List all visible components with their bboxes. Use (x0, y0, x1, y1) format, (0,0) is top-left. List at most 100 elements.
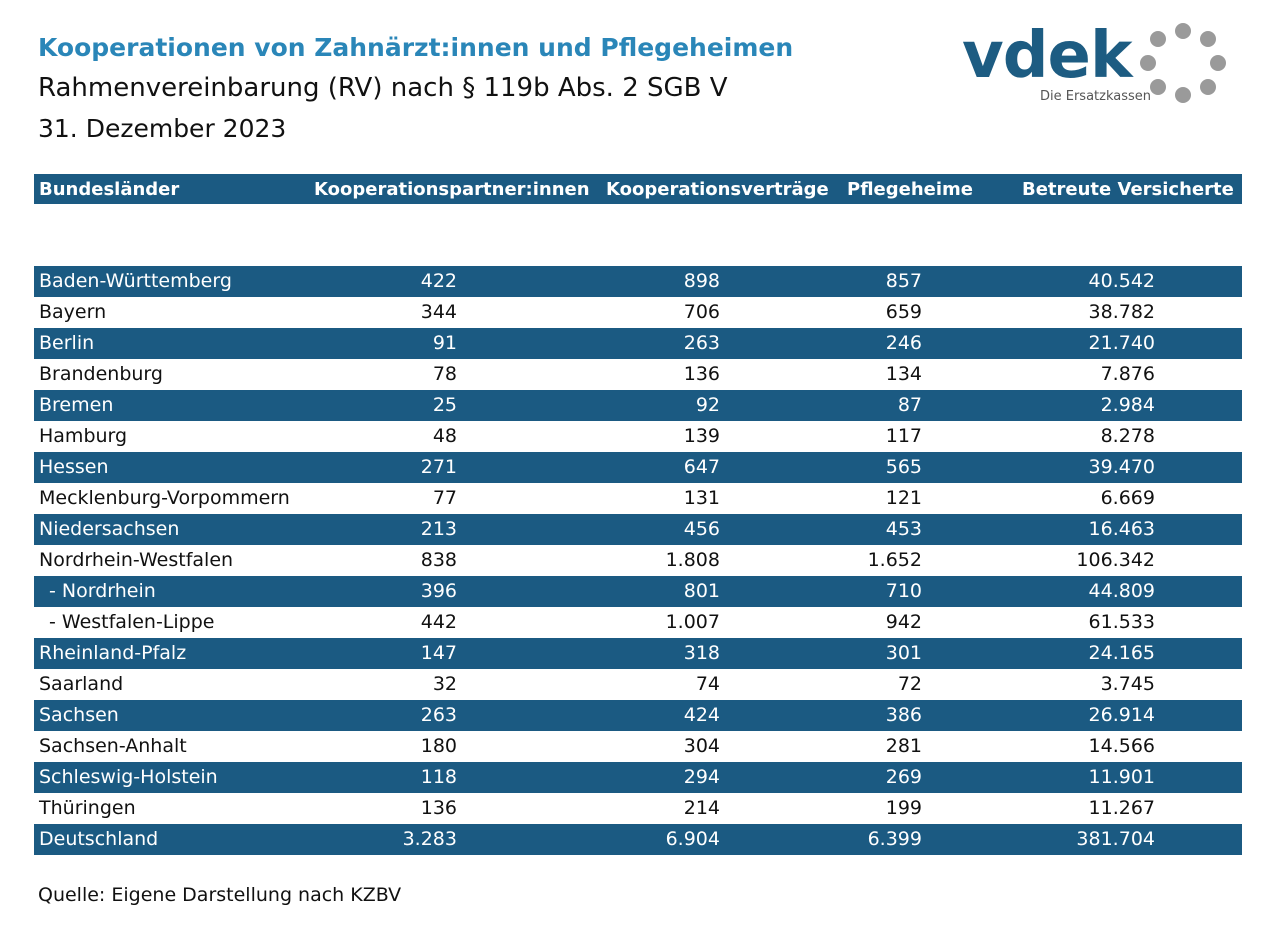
column-header-pflegeheime: Pflegeheime (847, 179, 973, 200)
cell-partner: 118 (420, 766, 457, 788)
cell-bundesland: Rheinland-Pfalz (39, 642, 187, 664)
table-row: Saarland 32 74 72 3.745 (34, 669, 1242, 700)
cell-partner: 263 (420, 704, 457, 726)
cell-partner: 213 (420, 518, 457, 540)
cell-versicherte: 38.782 (1088, 301, 1155, 323)
cell-bundesland: Thüringen (39, 797, 136, 819)
table-row: Hessen 271 647 565 39.470 (34, 452, 1242, 483)
cell-bundesland: Nordrhein-Westfalen (39, 549, 234, 571)
cell-bundesland: Berlin (39, 332, 95, 354)
table-row: Sachsen 263 424 386 26.914 (34, 700, 1242, 731)
logo-wordmark: vdek (962, 19, 1132, 93)
table-row: Bremen 25 92 87 2.984 (34, 390, 1242, 421)
cell-versicherte: 11.267 (1088, 797, 1155, 819)
cell-vertraege: 647 (683, 456, 720, 478)
cell-partner: 147 (420, 642, 457, 664)
cell-pflegeheime: 453 (885, 518, 922, 540)
page-title: Kooperationen von Zahnärzt:innen und Pfl… (38, 33, 794, 62)
cell-vertraege: 318 (683, 642, 720, 664)
cell-bundesland: - Nordrhein (49, 580, 156, 602)
column-header-vertraege: Kooperationsverträge (606, 179, 829, 200)
cell-versicherte: 26.914 (1088, 704, 1155, 726)
table-row: Schleswig-Holstein 118 294 269 11.901 (34, 762, 1242, 793)
cell-bundesland: Bayern (39, 301, 107, 323)
cell-versicherte: 106.342 (1076, 549, 1155, 571)
table-row: Mecklenburg-Vorpommern 77 131 121 6.669 (34, 483, 1242, 514)
cell-versicherte: 44.809 (1088, 580, 1155, 602)
cell-bundesland: Hamburg (39, 425, 128, 447)
report-date: 31. Dezember 2023 (38, 114, 287, 143)
cell-bundesland: Deutschland (39, 828, 159, 850)
column-header-partner: Kooperationspartner:innen (314, 179, 590, 200)
cell-partner: 396 (420, 580, 457, 602)
cell-bundesland: Saarland (39, 673, 124, 695)
logo-tagline: Die Ersatzkassen (1040, 89, 1152, 104)
cell-vertraege: 74 (695, 673, 720, 695)
cell-partner: 78 (432, 363, 457, 385)
table-spacer (34, 204, 1242, 266)
cell-partner: 32 (432, 673, 457, 695)
cell-vertraege: 139 (683, 425, 720, 447)
cell-versicherte: 7.876 (1100, 363, 1155, 385)
table-row: - Nordrhein 396 801 710 44.809 (34, 576, 1242, 607)
cell-pflegeheime: 121 (885, 487, 922, 509)
cell-partner: 48 (432, 425, 457, 447)
cell-pflegeheime: 659 (885, 301, 922, 323)
cell-versicherte: 2.984 (1100, 394, 1155, 416)
table-row: Sachsen-Anhalt 180 304 281 14.566 (34, 731, 1242, 762)
column-header-bundeslaender: Bundesländer (39, 179, 180, 200)
cell-versicherte: 381.704 (1076, 828, 1155, 850)
table-row: Niedersachsen 213 456 453 16.463 (34, 514, 1242, 545)
cell-bundesland: Mecklenburg-Vorpommern (39, 487, 290, 509)
cell-vertraege: 1.007 (665, 611, 720, 633)
cell-vertraege: 214 (683, 797, 720, 819)
cell-versicherte: 3.745 (1100, 673, 1155, 695)
cell-bundesland: Brandenburg (39, 363, 163, 385)
cell-bundesland: - Westfalen-Lippe (49, 611, 215, 633)
cell-vertraege: 1.808 (665, 549, 720, 571)
cell-pflegeheime: 1.652 (867, 549, 922, 571)
table-row: Berlin 91 263 246 21.740 (34, 328, 1242, 359)
cell-partner: 25 (432, 394, 457, 416)
cell-pflegeheime: 87 (897, 394, 922, 416)
cell-vertraege: 706 (683, 301, 720, 323)
table-row: Brandenburg 78 136 134 7.876 (34, 359, 1242, 390)
cell-versicherte: 39.470 (1088, 456, 1155, 478)
table-row: Rheinland-Pfalz 147 318 301 24.165 (34, 638, 1242, 669)
cell-pflegeheime: 269 (885, 766, 922, 788)
table-row: Hamburg 48 139 117 8.278 (34, 421, 1242, 452)
table-row: Bayern 344 706 659 38.782 (34, 297, 1242, 328)
cell-pflegeheime: 942 (885, 611, 922, 633)
cell-versicherte: 21.740 (1088, 332, 1155, 354)
cell-bundesland: Schleswig-Holstein (39, 766, 218, 788)
table-row: Baden-Württemberg 422 898 857 40.542 (34, 266, 1242, 297)
cell-partner: 136 (420, 797, 457, 819)
cell-pflegeheime: 386 (885, 704, 922, 726)
logo-ring-icon (1140, 23, 1226, 103)
cell-bundesland: Sachsen-Anhalt (39, 735, 187, 757)
cell-vertraege: 304 (683, 735, 720, 757)
cooperation-table: Bundesländer Kooperationspartner:innen K… (34, 174, 1242, 855)
cell-bundesland: Baden-Württemberg (39, 270, 232, 292)
table-row: - Westfalen-Lippe 442 1.007 942 61.533 (34, 607, 1242, 638)
cell-vertraege: 898 (683, 270, 720, 292)
cell-bundesland: Hessen (39, 456, 109, 478)
cell-partner: 180 (420, 735, 457, 757)
page-subtitle: Rahmenvereinbarung (RV) nach § 119b Abs.… (38, 73, 728, 103)
cell-pflegeheime: 6.399 (867, 828, 922, 850)
cell-versicherte: 8.278 (1100, 425, 1155, 447)
table-header: Bundesländer Kooperationspartner:innen K… (34, 174, 1242, 204)
cell-pflegeheime: 281 (885, 735, 922, 757)
cell-partner: 3.283 (402, 828, 457, 850)
cell-versicherte: 24.165 (1088, 642, 1155, 664)
cell-pflegeheime: 72 (897, 673, 922, 695)
cell-vertraege: 131 (683, 487, 720, 509)
cell-bundesland: Sachsen (39, 704, 119, 726)
cell-vertraege: 424 (683, 704, 720, 726)
cell-partner: 422 (420, 270, 457, 292)
cell-partner: 271 (420, 456, 457, 478)
cell-pflegeheime: 199 (885, 797, 922, 819)
cell-pflegeheime: 301 (885, 642, 922, 664)
cell-pflegeheime: 134 (885, 363, 922, 385)
table-body: Baden-Württemberg 422 898 857 40.542 Bayern 34… (34, 266, 1242, 855)
